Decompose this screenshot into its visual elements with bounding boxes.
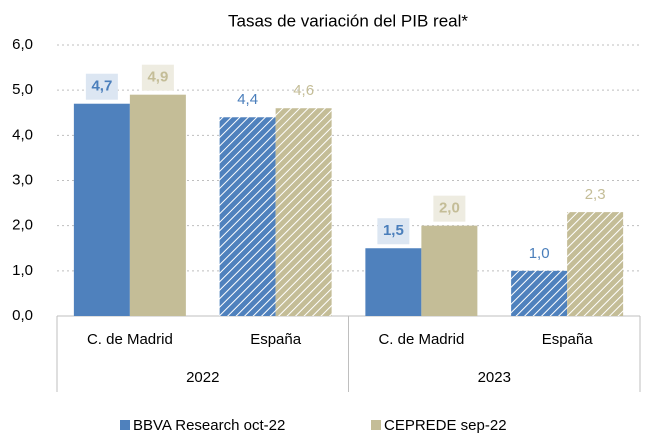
value-label: 4,6 — [293, 82, 314, 99]
y-tick-label: 0,0 — [12, 307, 33, 324]
y-tick-label: 2,0 — [12, 217, 33, 234]
value-label: 1,5 — [383, 222, 404, 239]
chart-title: Tasas de variación del PIB real* — [228, 11, 468, 30]
bar — [73, 103, 130, 316]
x-tick-label: C. de Madrid — [378, 331, 464, 348]
legend-label: CEPREDE sep-22 — [384, 417, 507, 434]
y-tick-label: 1,0 — [12, 262, 33, 279]
value-label: 4,9 — [147, 69, 168, 86]
value-label-box — [377, 218, 410, 245]
value-label: 2,3 — [585, 186, 606, 203]
value-label-box — [433, 195, 466, 222]
value-label: 4,4 — [237, 91, 258, 108]
legend-swatch — [120, 420, 130, 430]
bar — [129, 94, 186, 316]
x-tick-label: España — [250, 331, 302, 348]
y-tick-label: 6,0 — [12, 36, 33, 53]
x-tick-label: C. de Madrid — [87, 331, 173, 348]
value-label-box — [141, 64, 174, 91]
group-label: 2022 — [186, 369, 219, 386]
value-label: 4,7 — [91, 78, 112, 95]
bar — [219, 117, 276, 317]
bar — [567, 212, 624, 316]
group-label: 2023 — [478, 369, 511, 386]
bar — [365, 248, 422, 316]
value-label-box — [85, 73, 118, 100]
y-tick-label: 5,0 — [12, 81, 33, 98]
y-tick-label: 3,0 — [12, 171, 33, 188]
bar — [511, 270, 568, 316]
legend-swatch — [371, 420, 381, 430]
value-label: 2,0 — [439, 200, 460, 217]
value-label: 1,0 — [529, 245, 550, 262]
legend-label: BBVA Research oct-22 — [133, 417, 285, 434]
bar — [275, 108, 332, 316]
y-tick-label: 4,0 — [12, 126, 33, 143]
bar — [421, 225, 478, 316]
x-tick-label: España — [542, 331, 594, 348]
